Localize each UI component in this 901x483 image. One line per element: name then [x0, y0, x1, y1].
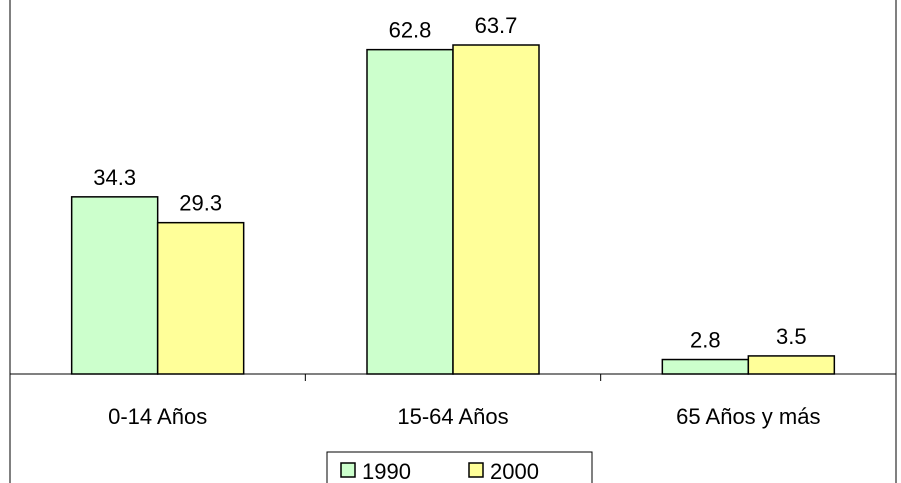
legend-box [326, 451, 593, 483]
data-labels-layer: 34.3 29.3 62.8 63.7 2.8 3.5 [93, 13, 806, 353]
data-label: 63.7 [475, 13, 518, 38]
bar [156, 221, 245, 375]
bar [747, 355, 836, 375]
bar [661, 358, 750, 375]
category-label: 15-64 Años [397, 404, 508, 429]
x-axis-ticks [304, 374, 602, 381]
data-label: 3.5 [776, 324, 807, 349]
bar [70, 196, 159, 375]
category-label: 0-14 Años [108, 404, 207, 429]
category-label: 65 Años y más [676, 404, 820, 429]
bars-layer [70, 44, 836, 375]
legend-label: 1990 [362, 459, 411, 483]
data-label: 29.3 [179, 191, 222, 216]
legend-swatch [468, 462, 484, 478]
data-label: 62.8 [389, 18, 432, 43]
bar [366, 48, 454, 375]
legend-label: 2000 [490, 459, 539, 483]
bar [452, 44, 540, 375]
data-label: 2.8 [690, 328, 721, 353]
data-label: 34.3 [93, 165, 136, 190]
category-labels: 0-14 Años 15-64 Años 65 Años y más [108, 404, 820, 429]
legend-swatch [340, 462, 356, 478]
legend: 1990 2000 [326, 451, 593, 483]
